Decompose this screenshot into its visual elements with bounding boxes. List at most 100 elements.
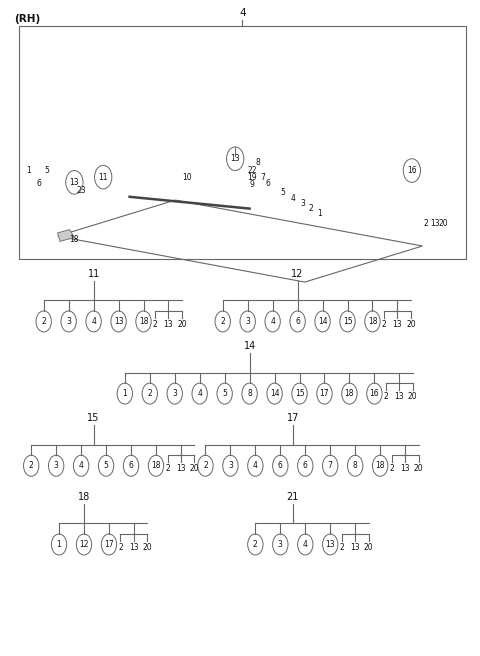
Text: 4: 4 [239,9,246,18]
Text: 18: 18 [151,461,161,470]
Text: 20: 20 [408,392,418,401]
Text: 13: 13 [350,543,360,552]
Text: 1: 1 [317,209,322,218]
Text: 6: 6 [129,461,133,470]
Text: 13: 13 [176,464,186,474]
Text: 2: 2 [424,218,429,228]
Text: 2: 2 [165,464,170,474]
Text: 5: 5 [281,188,286,197]
Text: 2: 2 [147,389,152,398]
Text: 5: 5 [104,461,108,470]
Text: 2: 2 [29,461,34,470]
Text: 16: 16 [407,166,417,175]
Text: 2: 2 [118,543,123,552]
Text: 4: 4 [270,317,275,326]
Text: 13: 13 [430,218,440,228]
Text: 1: 1 [122,389,127,398]
Text: 13: 13 [114,317,123,326]
Text: 6: 6 [37,179,42,188]
Text: 4: 4 [253,461,258,470]
Text: 7: 7 [261,173,265,182]
Text: 3: 3 [172,389,177,398]
Text: 6: 6 [303,461,308,470]
Text: 3: 3 [54,461,59,470]
Text: 20: 20 [364,543,373,552]
Text: 4: 4 [197,389,202,398]
Text: 6: 6 [265,179,270,188]
Text: 8: 8 [247,389,252,398]
Text: 21: 21 [287,492,299,502]
Text: 5: 5 [44,166,49,175]
Text: 13: 13 [70,178,79,187]
Text: 3: 3 [278,540,283,549]
Text: 13: 13 [164,320,173,329]
Text: 6: 6 [278,461,283,470]
Text: 19: 19 [248,173,257,182]
Text: 13: 13 [325,540,335,549]
Text: 3: 3 [228,461,233,470]
Text: 15: 15 [87,413,100,423]
Text: 4: 4 [79,461,84,470]
Text: 13: 13 [400,464,410,474]
Text: 18: 18 [375,461,385,470]
Text: 20: 20 [406,320,416,329]
Text: 12: 12 [291,269,304,279]
Text: 2: 2 [309,204,313,213]
Text: 17: 17 [104,540,114,549]
Text: 18: 18 [368,317,377,326]
Text: 14: 14 [318,317,327,326]
Text: 8: 8 [256,157,261,167]
Text: 3: 3 [245,317,250,326]
Text: 2: 2 [153,320,157,329]
Text: 12: 12 [79,540,89,549]
Text: 2: 2 [382,320,386,329]
Text: 11: 11 [87,269,100,279]
Text: 9: 9 [250,180,254,190]
Text: 18: 18 [78,492,90,502]
Text: 18: 18 [345,389,354,398]
Text: 16: 16 [370,389,379,398]
Text: 4: 4 [290,194,295,203]
Text: 17: 17 [287,413,299,423]
Text: 5: 5 [222,389,227,398]
Text: 18: 18 [70,235,79,244]
Text: 4: 4 [91,317,96,326]
Text: 14: 14 [243,341,256,351]
Text: 4: 4 [303,540,308,549]
Text: 15: 15 [295,389,304,398]
Text: 20: 20 [177,320,187,329]
Text: 15: 15 [343,317,352,326]
Text: 2: 2 [253,540,258,549]
Text: 3: 3 [66,317,71,326]
Text: 18: 18 [139,317,148,326]
Text: 17: 17 [320,389,329,398]
Text: 10: 10 [182,173,192,182]
Text: 13: 13 [395,392,404,401]
Text: (RH): (RH) [14,14,41,24]
Text: 3: 3 [300,199,305,208]
Text: 2: 2 [41,317,46,326]
Polygon shape [58,230,74,241]
Text: 14: 14 [270,389,279,398]
Text: 13: 13 [393,320,402,329]
Text: 11: 11 [98,173,108,182]
Bar [19,26,466,259]
Text: 1: 1 [26,166,31,175]
Text: 20: 20 [143,543,152,552]
Text: 2: 2 [220,317,225,326]
Text: 7: 7 [328,461,333,470]
Text: 2: 2 [339,543,344,552]
Text: 2: 2 [389,464,394,474]
Text: 20: 20 [190,464,199,474]
Text: 20: 20 [439,218,448,228]
Text: 8: 8 [353,461,358,470]
Text: 13: 13 [129,543,139,552]
Text: 2: 2 [384,392,388,401]
Text: 23: 23 [77,186,86,195]
Text: 20: 20 [414,464,423,474]
Text: 2: 2 [203,461,208,470]
Text: 1: 1 [57,540,61,549]
Text: 6: 6 [295,317,300,326]
Text: 13: 13 [230,154,240,163]
Text: 22: 22 [248,166,257,175]
